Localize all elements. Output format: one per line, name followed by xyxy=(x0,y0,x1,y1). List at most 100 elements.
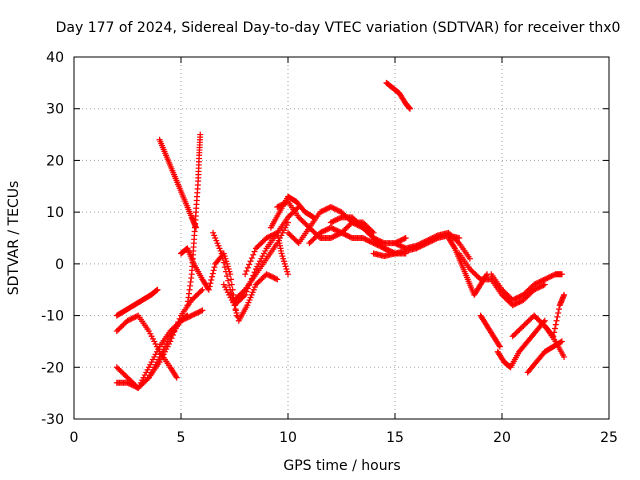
data-point xyxy=(272,275,279,282)
data-point xyxy=(540,277,547,284)
data-point xyxy=(192,310,199,317)
data-point xyxy=(401,235,408,242)
data-point xyxy=(247,258,254,265)
data-point xyxy=(209,273,216,280)
data-point xyxy=(400,244,407,251)
data-point xyxy=(321,227,328,234)
data-point xyxy=(367,238,374,245)
x-tick-label: 20 xyxy=(493,430,511,446)
x-tick-label: 5 xyxy=(177,430,186,446)
data-point xyxy=(210,267,217,274)
data-point xyxy=(243,267,250,274)
data-point xyxy=(179,317,186,324)
data-point xyxy=(206,283,213,290)
data-point xyxy=(282,200,289,207)
data-point xyxy=(176,315,183,322)
data-point xyxy=(417,240,424,247)
data-point xyxy=(173,374,180,381)
data-point xyxy=(167,338,174,345)
data-point xyxy=(225,277,232,284)
data-point xyxy=(267,273,274,280)
data-point xyxy=(398,236,405,243)
data-point xyxy=(334,227,341,234)
series-track-l xyxy=(242,229,291,278)
data-point xyxy=(325,205,332,212)
data-point xyxy=(268,273,275,280)
y-tick-label: 30 xyxy=(46,102,64,118)
data-point xyxy=(397,237,404,244)
data-point xyxy=(454,238,461,245)
data-point xyxy=(557,339,564,346)
data-point xyxy=(175,319,182,326)
data-point xyxy=(323,205,330,212)
data-point xyxy=(512,295,519,302)
plot-frame xyxy=(73,56,610,420)
data-point xyxy=(509,302,516,309)
data-point xyxy=(378,238,385,245)
y-axis-label: SDTVAR / TECUs xyxy=(6,181,22,296)
series-track-q xyxy=(327,214,409,247)
data-point xyxy=(182,315,189,322)
data-point xyxy=(270,274,277,281)
data-point xyxy=(373,241,380,248)
series-track-y xyxy=(494,317,548,371)
data-point xyxy=(381,245,388,252)
data-point xyxy=(274,276,281,283)
data-point xyxy=(392,240,398,247)
data-point xyxy=(188,312,195,319)
data-point xyxy=(337,229,344,236)
data-point xyxy=(264,271,271,278)
data-point xyxy=(197,131,204,138)
data-point xyxy=(319,228,326,235)
data-point xyxy=(318,229,325,236)
data-point xyxy=(330,218,337,225)
y-tick-label: -20 xyxy=(41,360,64,376)
data-point xyxy=(513,300,520,307)
data-point xyxy=(551,329,558,336)
data-point xyxy=(535,284,542,291)
data-point xyxy=(378,244,385,251)
data-point xyxy=(144,375,151,382)
data-point xyxy=(330,225,337,232)
data-point xyxy=(550,333,557,340)
series-track-w xyxy=(488,271,565,304)
data-point xyxy=(199,286,206,293)
data-point xyxy=(374,236,381,243)
data-point xyxy=(207,280,214,287)
y-tick-label: 20 xyxy=(46,153,64,169)
data-point xyxy=(248,255,255,262)
data-point xyxy=(532,280,539,287)
data-point xyxy=(421,238,428,245)
data-point xyxy=(334,216,341,223)
data-point xyxy=(426,236,433,243)
data-point xyxy=(363,236,370,243)
data-point xyxy=(549,272,556,279)
data-point xyxy=(228,276,235,283)
data-point xyxy=(335,207,342,214)
data-point xyxy=(240,293,247,300)
data-point xyxy=(285,271,291,278)
data-point xyxy=(190,311,197,318)
data-point xyxy=(515,294,522,301)
data-point xyxy=(343,232,350,239)
data-point xyxy=(309,213,316,220)
data-point xyxy=(266,233,273,240)
x-tick-label: 10 xyxy=(279,430,297,446)
data-point xyxy=(329,234,336,241)
data-point xyxy=(413,242,420,249)
data-point xyxy=(168,335,175,342)
y-tick-label: 0 xyxy=(55,257,64,273)
data-point xyxy=(232,306,239,313)
data-point xyxy=(248,275,255,282)
series-track-v xyxy=(456,250,548,309)
data-point xyxy=(169,331,176,338)
data-point xyxy=(251,248,258,255)
data-point xyxy=(337,214,344,221)
data-point xyxy=(180,316,187,323)
data-point xyxy=(275,203,282,210)
data-point xyxy=(242,291,249,298)
data-point xyxy=(371,235,378,242)
x-axis-label: GPS time / hours xyxy=(283,458,400,474)
data-point xyxy=(333,206,340,213)
